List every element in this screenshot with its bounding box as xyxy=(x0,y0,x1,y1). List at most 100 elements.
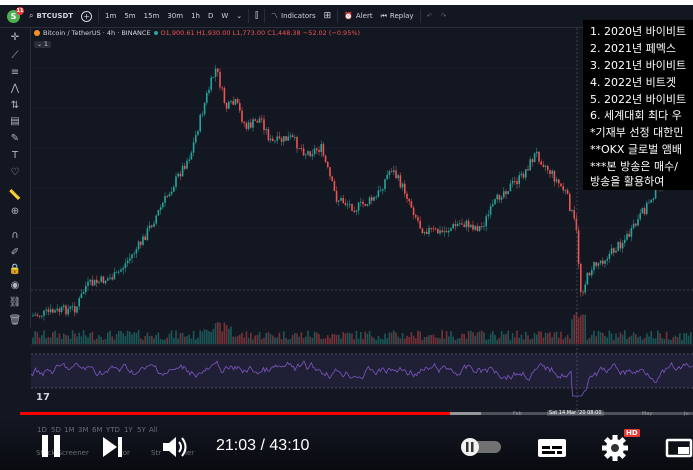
volume-bar xyxy=(514,337,516,344)
stock-screener-tab[interactable]: Stock Screener xyxy=(36,449,89,457)
layouts-button[interactable]: ⊞ xyxy=(320,5,336,27)
miniplayer-button[interactable] xyxy=(664,437,693,459)
lock-draw-icon[interactable]: ✐ xyxy=(10,246,20,258)
bottom-tab[interactable]: ler xyxy=(185,449,195,457)
candle-body xyxy=(129,258,131,261)
candle-body xyxy=(252,119,254,128)
trash-icon[interactable]: 🗑 xyxy=(8,314,22,326)
volume-bar xyxy=(239,334,241,344)
indicators-button[interactable]: 〽 Indicators xyxy=(267,5,320,27)
prediction-icon[interactable]: ⇅ xyxy=(10,99,20,111)
range-button-1y[interactable]: 1Y xyxy=(124,426,133,434)
interval-15m[interactable]: 15m xyxy=(143,12,160,20)
volume-bar xyxy=(518,337,520,344)
brush-icon[interactable]: ✎ xyxy=(10,132,20,144)
interval-1m[interactable]: 1m xyxy=(105,12,117,20)
candle-body xyxy=(291,135,294,138)
volume-bar xyxy=(115,333,118,344)
candle-body xyxy=(243,121,245,124)
text-icon[interactable]: T xyxy=(11,149,19,161)
autoplay-toggle[interactable] xyxy=(459,437,505,457)
candle-body xyxy=(355,210,358,212)
chart-type-button[interactable]: ⫿ xyxy=(251,5,262,27)
eye-icon[interactable]: ◉ xyxy=(10,279,20,291)
candle-body xyxy=(566,189,569,194)
volume-bar xyxy=(690,332,692,344)
candle-body xyxy=(606,258,608,261)
volume-bar xyxy=(278,332,281,344)
candle-body xyxy=(379,190,382,192)
range-button-3m[interactable]: 3M xyxy=(78,426,89,434)
next-button[interactable] xyxy=(100,435,126,459)
candle-body xyxy=(80,293,83,299)
range-button-5y[interactable]: 5Y xyxy=(137,426,146,434)
volume-bar xyxy=(434,337,437,344)
range-button-1d[interactable]: 1D xyxy=(37,426,47,434)
range-button-all[interactable]: All xyxy=(149,426,158,434)
volume-bar xyxy=(597,330,600,344)
alert-button[interactable]: ⏰ Alert xyxy=(340,5,376,27)
symbol-search[interactable]: ⌕ BTCUSDT xyxy=(25,5,77,27)
range-button-5d[interactable]: 5D xyxy=(51,426,61,434)
user-avatar[interactable]: S 11 xyxy=(7,6,24,23)
candle-body xyxy=(76,306,78,313)
range-button-ytd[interactable]: YTD xyxy=(106,426,120,434)
trendline-icon[interactable]: ⟋ xyxy=(11,49,19,61)
undo-button[interactable]: ↶ xyxy=(423,5,437,27)
fib-icon[interactable]: ≡ xyxy=(10,66,20,78)
compare-symbol-button[interactable]: + xyxy=(77,5,96,27)
pattern-icon[interactable]: ⋀ xyxy=(10,82,20,94)
interval-w[interactable]: W xyxy=(221,12,229,20)
interval-1h[interactable]: 1h xyxy=(191,12,200,20)
volume-bar xyxy=(564,337,567,344)
volume-bar xyxy=(67,335,69,344)
ruler-icon[interactable]: 📏 xyxy=(8,189,22,201)
zoom-icon[interactable]: ⊕ xyxy=(10,205,20,217)
candle-body xyxy=(478,226,481,231)
volume-bar xyxy=(540,331,542,344)
interval-5m[interactable]: 5m xyxy=(124,12,136,20)
volume-button[interactable] xyxy=(160,434,190,460)
range-button-1m[interactable]: 1M xyxy=(64,426,75,434)
volume-bar xyxy=(135,332,138,344)
candle-body xyxy=(329,167,331,177)
candle-body xyxy=(604,260,606,264)
lock-icon[interactable]: 🔒 xyxy=(8,263,22,275)
overlay-line: 5. 2022년 바이비트 xyxy=(590,93,687,106)
pause-button[interactable] xyxy=(38,433,64,459)
magnet-icon[interactable]: ∩ xyxy=(11,229,19,241)
volume-bar xyxy=(441,330,443,344)
bottom-tab[interactable]: itor xyxy=(118,449,130,457)
interval-d[interactable]: D xyxy=(207,12,214,20)
indicator-collapse-tag[interactable]: ⌄ 1 xyxy=(34,41,51,48)
volume-bar xyxy=(393,330,395,344)
interval-30m[interactable]: 30m xyxy=(167,12,184,20)
volume-bar xyxy=(254,335,256,344)
measure-icon[interactable]: ▤ xyxy=(10,115,20,127)
interval-dropdown[interactable]: ⌄ xyxy=(232,5,246,27)
candle-body xyxy=(241,110,243,122)
replay-button[interactable]: ⏮ Replay xyxy=(377,5,418,27)
volume-bar xyxy=(386,338,388,344)
heart-icon[interactable]: ♡ xyxy=(10,166,20,178)
subtitles-button[interactable] xyxy=(536,436,568,460)
volume-bar xyxy=(360,331,362,344)
candle-body xyxy=(91,279,94,286)
settings-button[interactable] xyxy=(600,434,630,462)
candle-body xyxy=(591,270,593,276)
bottom-tab[interactable]: Str xyxy=(151,449,162,457)
volume-bar xyxy=(69,338,72,344)
link-icon[interactable]: ⛓ xyxy=(8,296,22,308)
volume-bar xyxy=(133,332,135,344)
range-button-6m[interactable]: 6M xyxy=(92,426,103,434)
candle-body xyxy=(87,281,89,287)
candle-body xyxy=(122,268,124,270)
candle-body xyxy=(93,279,96,286)
volume-bar xyxy=(162,339,164,344)
volume-bar xyxy=(208,331,210,344)
redo-button[interactable]: ↷ xyxy=(436,5,450,27)
price-chart[interactable] xyxy=(31,28,693,410)
volume-bar xyxy=(520,334,523,344)
crosshair-icon[interactable]: ✛ xyxy=(10,31,20,43)
bitcoin-icon xyxy=(34,30,40,36)
